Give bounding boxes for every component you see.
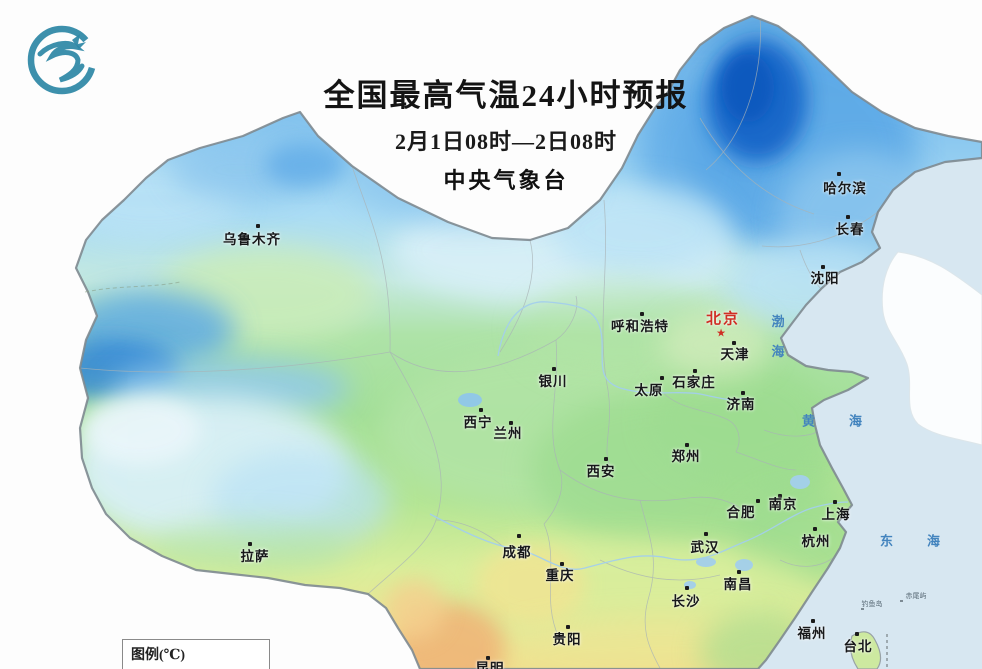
province-boundaries (79, 16, 879, 669)
cma-dragon-icon (27, 25, 97, 95)
title-block: 全国最高气温24小时预报 2月1日08时—2日08时 中央气象台 (324, 70, 689, 195)
cma-logo (16, 14, 108, 106)
dashed-border-segment (84, 281, 181, 293)
island-dots (861, 600, 903, 610)
korea-landmass (881, 251, 982, 446)
lakes (458, 393, 810, 589)
map-source-agency: 中央气象台 (443, 168, 569, 193)
legend-box: 图例(℃) (122, 639, 270, 669)
legend-title: 图例(℃) (131, 648, 186, 663)
map-valid-period: 2月1日08时—2日08时 (394, 129, 617, 154)
taiwan-island (849, 631, 882, 669)
rivers (429, 301, 849, 570)
map-title: 全国最高气温24小时预报 (323, 78, 689, 113)
